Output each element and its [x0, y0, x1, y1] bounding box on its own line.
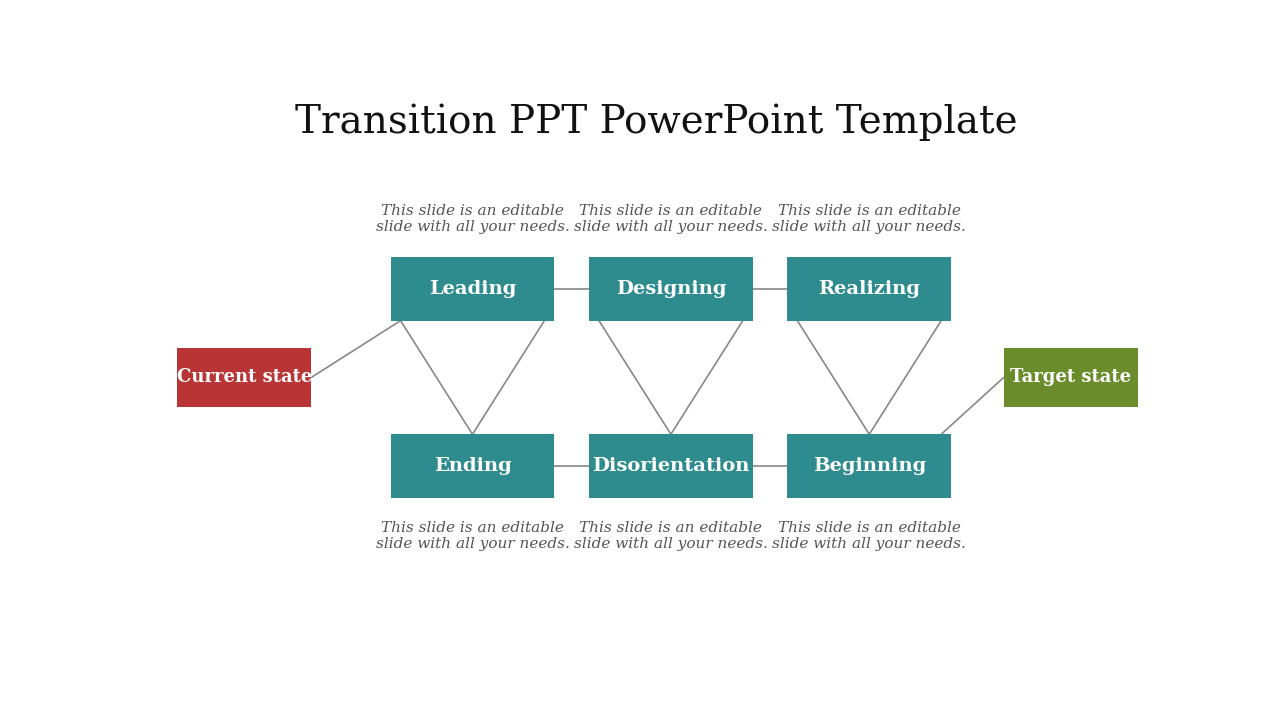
- Text: Disorientation: Disorientation: [593, 457, 750, 475]
- FancyBboxPatch shape: [787, 257, 951, 320]
- Text: Transition PPT PowerPoint Template: Transition PPT PowerPoint Template: [294, 104, 1018, 141]
- Text: Current state: Current state: [177, 369, 312, 387]
- Text: Ending: Ending: [434, 457, 511, 475]
- FancyBboxPatch shape: [178, 348, 311, 407]
- FancyBboxPatch shape: [1004, 348, 1138, 407]
- Text: Designing: Designing: [616, 280, 726, 298]
- Text: This slide is an editable
slide with all your needs.: This slide is an editable slide with all…: [772, 521, 966, 551]
- Text: Target state: Target state: [1010, 369, 1132, 387]
- FancyBboxPatch shape: [787, 434, 951, 498]
- FancyBboxPatch shape: [390, 434, 554, 498]
- Text: Beginning: Beginning: [813, 457, 925, 475]
- Text: This slide is an editable
slide with all your needs.: This slide is an editable slide with all…: [375, 521, 570, 551]
- Text: This slide is an editable
slide with all your needs.: This slide is an editable slide with all…: [573, 521, 768, 551]
- Text: This slide is an editable
slide with all your needs.: This slide is an editable slide with all…: [375, 204, 570, 234]
- FancyBboxPatch shape: [390, 257, 554, 320]
- FancyBboxPatch shape: [589, 257, 753, 320]
- FancyBboxPatch shape: [589, 434, 753, 498]
- Text: This slide is an editable
slide with all your needs.: This slide is an editable slide with all…: [573, 204, 768, 234]
- Text: This slide is an editable
slide with all your needs.: This slide is an editable slide with all…: [772, 204, 966, 234]
- Text: Realizing: Realizing: [818, 280, 920, 298]
- Text: Leading: Leading: [429, 280, 516, 298]
